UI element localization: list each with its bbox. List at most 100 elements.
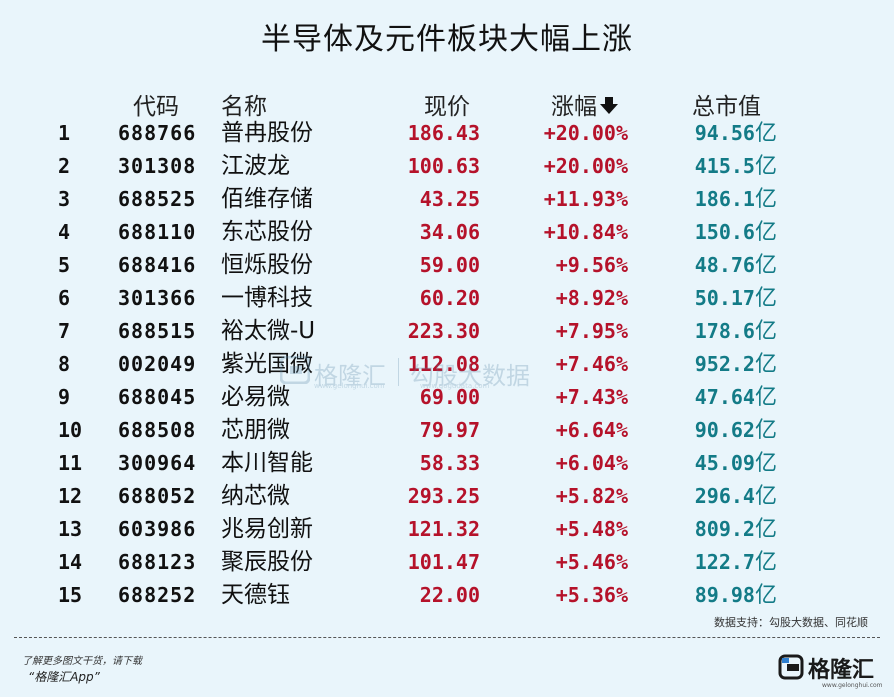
row-index: 3	[58, 187, 71, 211]
header-price: 现价	[424, 94, 470, 120]
market-cap: 178.6亿	[695, 317, 777, 346]
stock-code: 301308	[118, 154, 197, 178]
header-name: 名称	[221, 94, 267, 120]
market-cap-value: 415.5	[694, 154, 755, 178]
table-row[interactable]: 7 688515 裕太微-U 223.30 +7.95% 178.6亿	[0, 315, 894, 348]
stock-name: 芯朋微	[221, 417, 290, 443]
market-cap-unit: 亿	[754, 253, 777, 278]
table-row[interactable]: 10 688508 芯朋微 79.97 +6.64% 90.62亿	[0, 414, 894, 447]
data-source: 数据支持：勾股大数据、同花顺	[714, 616, 868, 629]
market-cap-unit: 亿	[754, 319, 777, 344]
logo-name: 格隆汇	[808, 658, 875, 683]
row-index: 11	[58, 451, 83, 475]
app-name: “格隆汇App”	[28, 670, 100, 684]
market-cap: 90.62亿	[695, 416, 777, 445]
current-price: 112.08	[407, 352, 480, 376]
market-cap-unit: 亿	[754, 550, 777, 575]
stock-code: 688525	[118, 187, 197, 211]
current-price: 121.32	[407, 517, 480, 541]
table-row[interactable]: 14 688123 聚辰股份 101.47 +5.46% 122.7亿	[0, 546, 894, 579]
market-cap: 94.56亿	[695, 119, 777, 148]
table-row[interactable]: 13 603986 兆易创新 121.32 +5.48% 809.2亿	[0, 513, 894, 546]
row-index: 4	[58, 220, 71, 244]
row-index: 9	[58, 385, 71, 409]
footer-divider	[14, 637, 880, 638]
market-cap: 296.4亿	[695, 482, 777, 511]
market-cap-value: 90.62	[694, 418, 755, 442]
row-index: 6	[58, 286, 71, 310]
market-cap: 122.7亿	[695, 548, 777, 577]
change-percent: +7.95%	[555, 319, 628, 343]
market-cap-value: 89.98	[694, 583, 755, 607]
change-percent: +20.00%	[543, 121, 628, 145]
market-cap: 47.64亿	[695, 383, 777, 412]
table-row[interactable]: 2 301308 江波龙 100.63 +20.00% 415.5亿	[0, 150, 894, 183]
current-price: 101.47	[407, 550, 480, 574]
current-price: 100.63	[407, 154, 480, 178]
table-row[interactable]: 9 688045 必易微 69.00 +7.43% 47.64亿	[0, 381, 894, 414]
table-row[interactable]: 8 002049 紫光国微 112.08 +7.46% 952.2亿	[0, 348, 894, 381]
table-row[interactable]: 11 300964 本川智能 58.33 +6.04% 45.09亿	[0, 447, 894, 480]
market-cap: 952.2亿	[695, 350, 777, 379]
change-percent: +9.56%	[555, 253, 628, 277]
stock-name: 江波龙	[221, 153, 290, 179]
stock-name: 普冉股份	[221, 120, 313, 146]
table-row[interactable]: 1 688766 普冉股份 186.43 +20.00% 94.56亿	[0, 117, 894, 150]
market-cap-value: 48.76	[694, 253, 755, 277]
change-percent: +7.46%	[555, 352, 628, 376]
market-cap: 415.5亿	[695, 152, 777, 181]
row-index: 8	[58, 352, 71, 376]
stock-code: 301366	[118, 286, 197, 310]
row-index: 1	[58, 121, 71, 145]
stock-code: 688515	[118, 319, 197, 343]
stock-table: 1 688766 普冉股份 186.43 +20.00% 94.56亿 2 301308 江波龙…	[0, 117, 894, 612]
row-index: 10	[58, 418, 83, 442]
row-index: 12	[58, 484, 83, 508]
current-price: 58.33	[419, 451, 480, 475]
stock-name: 必易微	[221, 384, 290, 410]
stock-name: 紫光国微	[221, 351, 313, 377]
table-row[interactable]: 15 688252 天德钰 22.00 +5.36% 89.98亿	[0, 579, 894, 612]
current-price: 43.25	[419, 187, 480, 211]
market-cap-unit: 亿	[754, 220, 777, 245]
current-price: 186.43	[407, 121, 480, 145]
row-index: 2	[58, 154, 71, 178]
change-percent: +5.36%	[555, 583, 628, 607]
stock-name: 恒烁股份	[221, 252, 313, 278]
table-row[interactable]: 4 688110 东芯股份 34.06 +10.84% 150.6亿	[0, 216, 894, 249]
market-cap-unit: 亿	[754, 187, 777, 212]
market-cap-value: 296.4	[694, 484, 755, 508]
change-percent: +20.00%	[543, 154, 628, 178]
gelonghui-logo-icon	[778, 654, 804, 680]
stock-code: 688416	[118, 253, 197, 277]
header-change[interactable]: 涨幅	[551, 87, 619, 120]
table-row[interactable]: 3 688525 佰维存储 43.25 +11.93% 186.1亿	[0, 183, 894, 216]
market-cap-unit: 亿	[754, 286, 777, 311]
stock-name: 聚辰股份	[221, 549, 313, 575]
market-cap-unit: 亿	[754, 121, 777, 146]
change-percent: +6.64%	[555, 418, 628, 442]
stock-code: 300964	[118, 451, 197, 475]
market-cap-value: 50.17	[694, 286, 755, 310]
change-percent: +7.43%	[555, 385, 628, 409]
row-index: 5	[58, 253, 71, 277]
stock-code: 688252	[118, 583, 197, 607]
table-row[interactable]: 5 688416 恒烁股份 59.00 +9.56% 48.76亿	[0, 249, 894, 282]
market-cap-unit: 亿	[754, 385, 777, 410]
change-percent: +8.92%	[555, 286, 628, 310]
change-percent: +5.82%	[555, 484, 628, 508]
market-cap: 150.6亿	[695, 218, 777, 247]
current-price: 60.20	[419, 286, 480, 310]
market-cap-unit: 亿	[754, 418, 777, 443]
table-row[interactable]: 6 301366 一博科技 60.20 +8.92% 50.17亿	[0, 282, 894, 315]
stock-name: 东芯股份	[221, 219, 313, 245]
market-cap-unit: 亿	[754, 352, 777, 377]
row-index: 13	[58, 517, 83, 541]
table-row[interactable]: 12 688052 纳芯微 293.25 +5.82% 296.4亿	[0, 480, 894, 513]
row-index: 14	[58, 550, 83, 574]
gelonghui-logo: 格隆汇 www.gelonghui.com	[778, 652, 888, 692]
stock-name: 本川智能	[221, 450, 313, 476]
current-price: 293.25	[407, 484, 480, 508]
market-cap-value: 809.2	[694, 517, 755, 541]
arrow-down-icon	[599, 95, 619, 121]
